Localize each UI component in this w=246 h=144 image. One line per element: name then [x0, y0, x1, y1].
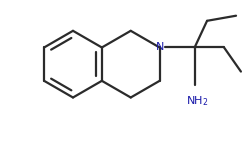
Text: N: N [155, 42, 164, 52]
Text: NH$_2$: NH$_2$ [186, 95, 209, 108]
